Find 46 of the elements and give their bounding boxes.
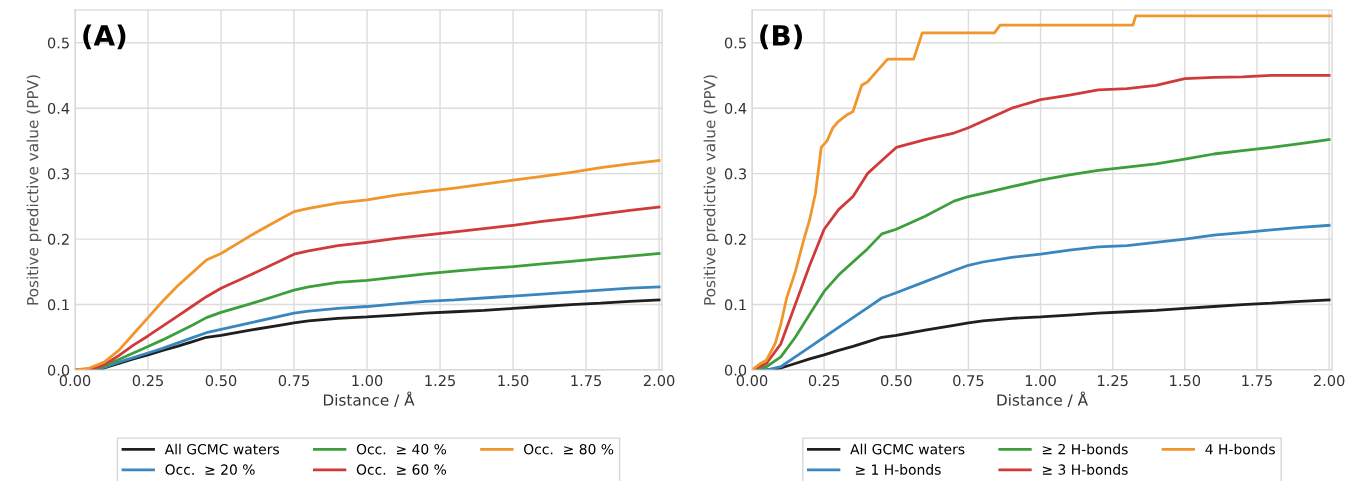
x-axis-title: Distance / Å	[997, 391, 1088, 407]
y-tick-label: 0.0	[47, 364, 70, 376]
x-tick-label: 0.50	[881, 375, 912, 387]
x-axis-title: Distance / Å	[323, 391, 415, 407]
x-tick-label: 0.25	[132, 375, 163, 387]
legend-label: ≥ 2 H-bonds	[1042, 443, 1128, 455]
x-tick-label: 0.75	[953, 375, 984, 387]
x-tick-label: 0.00	[59, 375, 91, 387]
y-axis-title: Positive predictive value (PPV)	[703, 75, 719, 305]
x-tick-label: 1.25	[1098, 375, 1128, 387]
x-tick-label: 0.75	[278, 375, 309, 387]
y-tick-label: 0.2	[724, 233, 746, 245]
y-tick-label: 0.4	[47, 102, 70, 114]
legend-label: Occ. ≥ 20 %	[165, 464, 255, 475]
y-tick-label: 0.5	[724, 37, 746, 49]
x-tick-label: 2.00	[1313, 375, 1345, 387]
x-tick-label: 2.00	[643, 375, 675, 387]
x-tick-label: 1.00	[1025, 375, 1056, 387]
x-tick-label: 0.50	[205, 375, 237, 387]
y-tick-label: 0.5	[47, 37, 69, 49]
legend-label: Occ. ≥ 60 %	[356, 464, 447, 475]
x-tick-label: 1.25	[425, 375, 456, 387]
x-tick-label: 0.00	[736, 375, 768, 387]
legend-label: All GCMC waters	[164, 443, 279, 455]
y-tick-label: 0.3	[724, 168, 746, 180]
x-tick-label: 1.50	[498, 375, 529, 387]
y-tick-label: 0.1	[724, 299, 746, 311]
y-tick-label: 0.1	[47, 299, 69, 311]
y-axis-title: Positive predictive value (PPV)	[26, 75, 42, 305]
annotation: (B)	[760, 24, 802, 50]
x-tick-label: 1.75	[1242, 375, 1272, 387]
y-tick-label: 0.0	[724, 364, 747, 376]
legend-label: Occ. ≥ 80 %	[524, 443, 614, 455]
y-tick-label: 0.4	[724, 102, 747, 114]
y-tick-label: 0.2	[47, 233, 69, 245]
x-tick-label: 0.25	[808, 375, 840, 387]
x-tick-label: 1.50	[1170, 375, 1201, 387]
legend-label: All GCMC waters	[850, 443, 965, 455]
annotation: (A)	[83, 24, 126, 50]
legend-label: ≥ 1 H-bonds	[855, 464, 941, 475]
y-tick-label: 0.3	[47, 168, 69, 180]
legend-label: 4 H-bonds	[1205, 443, 1275, 455]
x-tick-label: 1.00	[352, 375, 383, 387]
legend-label: Occ. ≥ 40 %	[356, 443, 447, 455]
x-tick-label: 1.75	[571, 375, 602, 387]
legend-label: ≥ 3 H-bonds	[1042, 464, 1128, 475]
